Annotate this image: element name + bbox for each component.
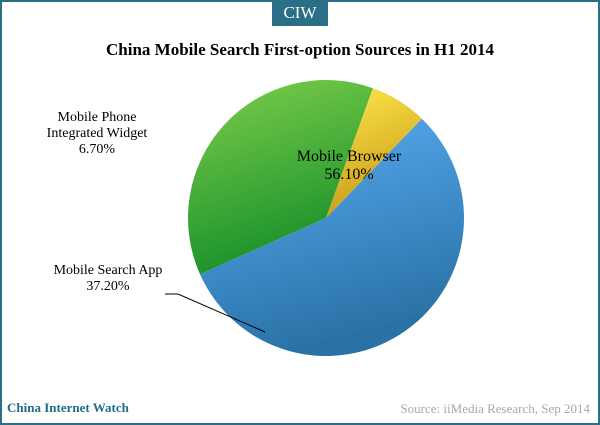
pie-slice-mobile-browser [199, 118, 464, 357]
pie-slice-mobile-phone-integrated-widget [326, 88, 422, 218]
slice-label-0: Mobile Browser 56.10% [297, 148, 402, 183]
pie-slice-mobile-search-app [187, 79, 373, 275]
slice-label-2: Mobile Phone Integrated Widget 6.70% [47, 110, 148, 157]
site-name: China Internet Watch [7, 400, 129, 415]
source-note: Source: iiMedia Research, Sep 2014 [400, 401, 590, 416]
slice-label-1: Mobile Search App 37.20% [54, 263, 163, 294]
leader-line-1 [165, 293, 266, 333]
ciw-logo: CIW [272, 0, 328, 26]
chart-title: China Mobile Search First-option Sources… [105, 40, 495, 59]
